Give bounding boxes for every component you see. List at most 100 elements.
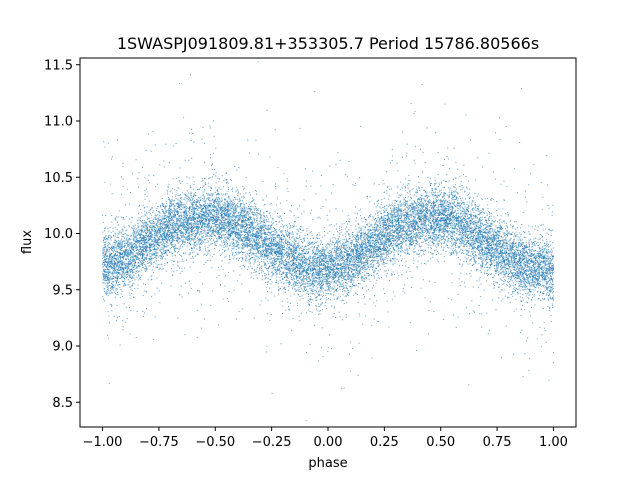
data-point	[433, 206, 435, 208]
data-point	[466, 194, 468, 196]
data-point	[211, 232, 213, 234]
data-point	[344, 271, 346, 273]
data-point	[168, 210, 170, 212]
data-point	[507, 232, 509, 234]
data-point	[482, 252, 484, 254]
data-point	[223, 220, 225, 222]
data-point	[460, 198, 462, 200]
data-point	[453, 239, 455, 241]
data-point	[350, 290, 352, 292]
data-point	[446, 205, 448, 207]
data-point	[383, 241, 385, 243]
data-point	[257, 217, 259, 219]
data-point	[171, 252, 173, 254]
data-point	[410, 202, 412, 204]
data-point	[266, 238, 268, 240]
data-point	[237, 203, 239, 205]
data-point	[551, 285, 553, 287]
data-point	[176, 220, 178, 222]
data-point	[285, 252, 287, 254]
data-point	[125, 249, 127, 251]
data-point	[132, 259, 134, 261]
data-point	[354, 275, 356, 277]
data-point	[444, 228, 446, 230]
data-point	[449, 212, 451, 214]
data-point	[127, 266, 129, 268]
data-point	[330, 256, 332, 258]
data-point	[343, 284, 345, 286]
data-point	[293, 269, 295, 271]
data-point	[322, 271, 324, 273]
data-point	[533, 268, 535, 270]
data-point	[307, 244, 309, 246]
data-point	[372, 246, 374, 248]
data-point	[312, 256, 314, 258]
data-point	[328, 255, 330, 257]
data-point	[177, 232, 179, 234]
data-point	[518, 254, 520, 256]
data-point	[352, 348, 354, 350]
data-point	[109, 252, 111, 254]
data-point	[419, 246, 421, 248]
data-point	[227, 217, 229, 219]
data-point	[280, 244, 282, 246]
data-point	[546, 239, 548, 241]
data-point	[540, 254, 542, 256]
data-point	[211, 202, 213, 204]
data-point	[146, 291, 148, 293]
data-point	[153, 236, 155, 238]
data-point	[371, 357, 373, 359]
data-point	[320, 284, 322, 286]
data-point	[359, 268, 361, 270]
data-point	[317, 217, 319, 219]
data-point	[243, 214, 245, 216]
data-point	[395, 235, 397, 237]
data-point	[502, 298, 504, 300]
data-point	[361, 267, 363, 269]
data-point	[400, 246, 402, 248]
data-point	[278, 241, 280, 243]
data-point	[368, 230, 370, 232]
data-point	[116, 216, 118, 218]
data-point	[195, 243, 197, 245]
data-point	[365, 277, 367, 279]
data-point	[538, 276, 540, 278]
data-point	[174, 260, 176, 262]
data-point	[396, 218, 398, 220]
data-point	[377, 255, 379, 257]
data-point	[377, 320, 379, 322]
data-point	[207, 209, 209, 211]
data-point	[106, 261, 108, 263]
data-point	[412, 223, 414, 225]
data-point	[544, 277, 546, 279]
data-point	[215, 219, 217, 221]
data-point	[488, 220, 490, 222]
data-point	[198, 240, 200, 242]
data-point	[292, 254, 294, 256]
data-point	[509, 246, 511, 248]
data-point	[386, 253, 388, 255]
data-point	[413, 159, 415, 161]
data-point	[365, 249, 367, 251]
data-point	[183, 224, 185, 226]
data-point	[319, 268, 321, 270]
data-point	[434, 227, 436, 229]
data-point	[318, 284, 320, 286]
data-point	[435, 219, 437, 221]
data-point	[493, 252, 495, 254]
data-point	[357, 259, 359, 261]
data-point	[291, 256, 293, 258]
data-point	[499, 262, 501, 263]
data-point	[188, 232, 190, 234]
data-point	[263, 250, 265, 251]
data-point	[376, 321, 378, 323]
data-point	[395, 223, 397, 225]
data-point	[523, 273, 525, 275]
data-point	[550, 230, 552, 232]
data-point	[339, 253, 341, 255]
data-point	[354, 276, 356, 278]
data-point	[456, 213, 458, 215]
data-point	[240, 230, 242, 232]
data-point	[353, 273, 355, 275]
data-point	[305, 251, 307, 253]
